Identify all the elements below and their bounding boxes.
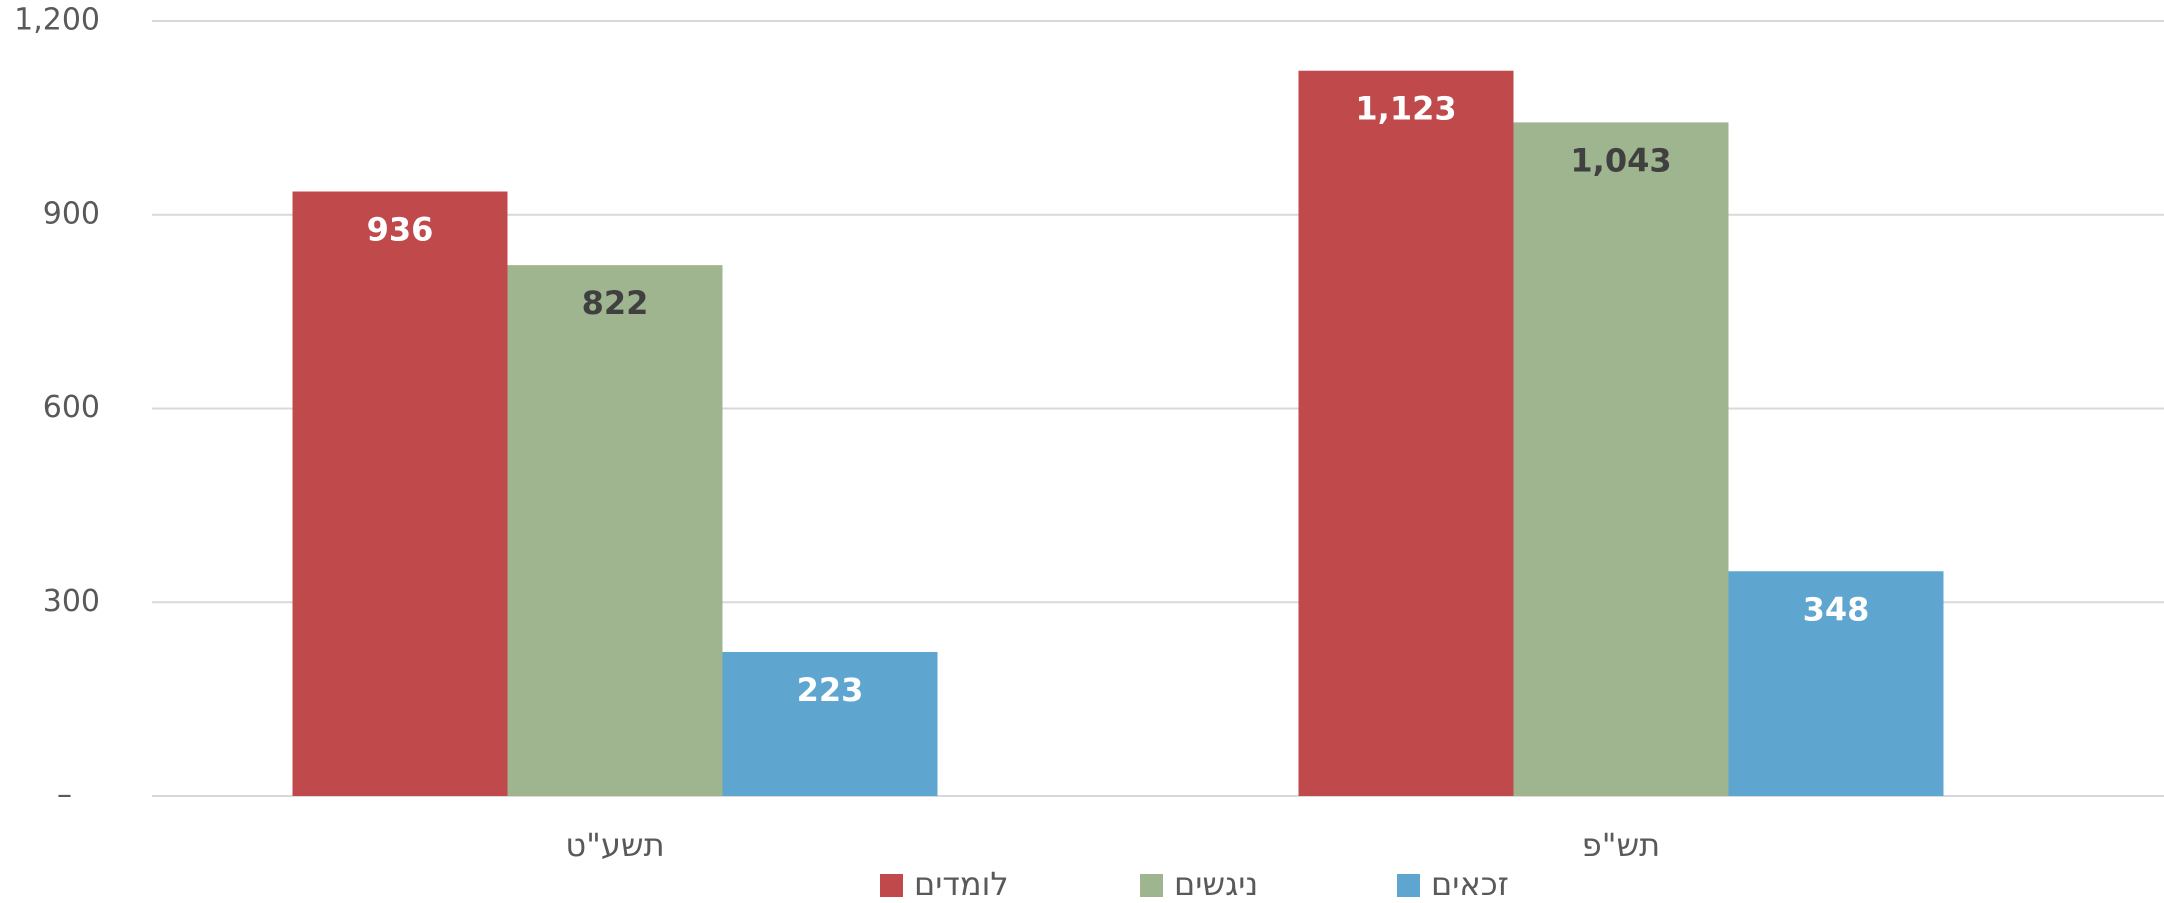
- data-label: 1,043: [1570, 141, 1671, 179]
- legend-swatch: [880, 874, 903, 897]
- legend-label: זכאים: [1431, 865, 1509, 903]
- data-label: 348: [1803, 590, 1870, 628]
- x-tick-label: תשע"ט: [565, 826, 664, 864]
- y-tick-label: 600: [43, 390, 100, 425]
- bar: [1298, 70, 1514, 796]
- legend-swatch: [1140, 874, 1163, 897]
- data-label: 223: [797, 671, 864, 709]
- y-tick-label: 900: [43, 196, 100, 231]
- y-tick-label: 300: [43, 584, 100, 619]
- y-tick-label: 1,200: [14, 3, 100, 38]
- bar: [507, 265, 723, 796]
- y-tick-label: –: [57, 778, 72, 813]
- bar: [1728, 571, 1944, 796]
- data-label: 936: [367, 211, 434, 249]
- legend-label: לומדים: [914, 865, 1009, 903]
- bar: [1513, 122, 1729, 797]
- legend-label: ניגשים: [1174, 865, 1258, 903]
- legend-swatch: [1397, 874, 1420, 897]
- bar: [722, 651, 938, 796]
- data-label: 1,123: [1355, 90, 1456, 128]
- data-label: 822: [582, 284, 649, 322]
- x-tick-label: תש"פ: [1582, 826, 1660, 864]
- bar: [292, 191, 508, 796]
